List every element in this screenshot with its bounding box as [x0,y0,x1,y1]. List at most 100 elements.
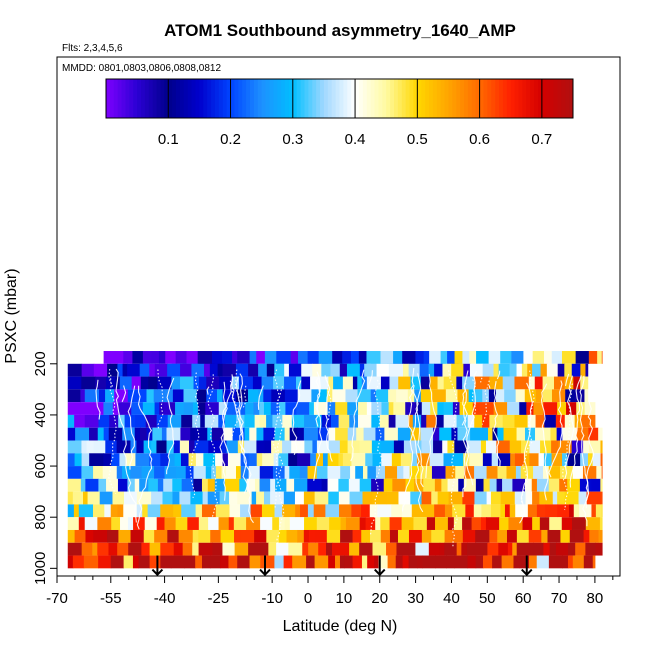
heatmap-cell [256,453,263,467]
heatmap-cell [143,440,152,454]
heatmap-cell [327,402,336,415]
flight-track [313,377,323,481]
heatmap-cell [291,440,305,454]
heatmap-cell [339,440,349,454]
heatmap-cell [246,517,261,530]
heatmap-cell [357,414,372,428]
heatmap-cell [335,402,348,415]
heatmap-cell [268,542,277,556]
heatmap-cell [266,529,280,543]
colorbar-cell [393,79,399,118]
heatmap-cell [232,351,238,364]
heatmap-cell [251,491,257,505]
heatmap-cell [204,414,219,428]
heatmap-cell [430,402,438,415]
heatmap-cell [488,351,501,364]
heatmap-cell [529,555,538,569]
heatmap-cell [192,402,199,415]
heatmap-cell [218,402,227,415]
heatmap-cell [214,478,226,492]
heatmap-cell [148,376,158,390]
colorbar-cell [514,79,520,118]
colorbar-cell [249,79,255,118]
heatmap-cell [175,402,185,415]
x-tick-label: 0 [304,590,312,607]
heatmap-cell [195,453,204,467]
heatmap-cell [83,491,89,505]
heatmap-cell [364,363,378,377]
heatmap-cell [246,478,256,492]
heatmap-cell [328,427,336,441]
heatmap-cell [525,478,533,492]
heatmap-cell [194,440,209,454]
heatmap-cell [510,453,516,467]
heatmap-cell [289,517,305,530]
heatmap-cell [276,351,292,364]
heatmap-cell [315,453,324,467]
heatmap-cell [123,555,134,569]
heatmap-cell [284,363,290,377]
heatmap-cell [543,453,553,467]
heatmap-cell [542,376,555,390]
colorbar-cell [238,79,243,118]
heatmap-cell [600,453,603,467]
heatmap-cell [117,504,124,518]
heatmap-cell [284,517,291,530]
colorbar-cell [339,79,344,118]
heatmap-cell [482,363,495,377]
heatmap-cell [102,466,118,479]
heatmap-cell [262,453,270,467]
flight-track [95,379,101,420]
colorbar-cell [288,79,294,118]
colorbar-cell [565,79,570,118]
heatmap-cell [560,529,571,543]
heatmap-cell [430,376,439,390]
heatmap-cell [325,504,340,518]
heatmap-cell [504,504,511,518]
colorbar-cell [327,79,333,118]
heatmap-cell [408,555,418,569]
heatmap-cell [272,414,283,428]
heatmap-cell [174,453,182,467]
heatmap-cell [429,453,445,467]
heatmap-cell [292,555,307,569]
heatmap-cell [160,453,170,467]
colorbar-cell [409,79,414,118]
colorbar-cell [125,79,130,118]
colorbar-cell [452,79,457,118]
heatmap-cell [156,440,168,454]
x-axis-label: Latitude (deg N) [283,618,398,635]
heatmap-cell [128,542,142,556]
heatmap-cell [67,542,83,556]
heatmap-cell [172,491,180,505]
heatmap-cell [502,376,515,390]
heatmap-cell [452,504,466,518]
heatmap-cell [514,376,530,390]
heatmap-cell [546,363,559,377]
heatmap-cell [412,414,422,428]
heatmap-cell [600,478,603,492]
heatmap-cell [259,466,274,479]
heatmap-cell [159,402,165,415]
heatmap-cell [266,363,275,377]
heatmap-cell [380,529,391,543]
colorbar-cell [347,79,352,118]
heatmap-cell [559,478,568,492]
heatmap-cell [376,363,390,377]
heatmap-cell [116,466,123,479]
heatmap-cell [479,402,495,415]
heatmap-cell [97,542,110,556]
heatmap-cell [532,491,540,505]
heatmap-cell [316,466,328,479]
heatmap-cell [580,363,586,377]
heatmap-cell [132,555,140,569]
colorbar-tick-label: 0.5 [407,131,428,148]
heatmap-cell [319,376,329,390]
heatmap-cell [74,529,86,543]
heatmap-cell [67,376,82,390]
heatmap-cell [210,555,221,569]
heatmap-cell [276,542,289,556]
heatmap-cell [551,440,559,454]
heatmap-cell [374,555,379,569]
heatmap-cell [442,440,448,454]
